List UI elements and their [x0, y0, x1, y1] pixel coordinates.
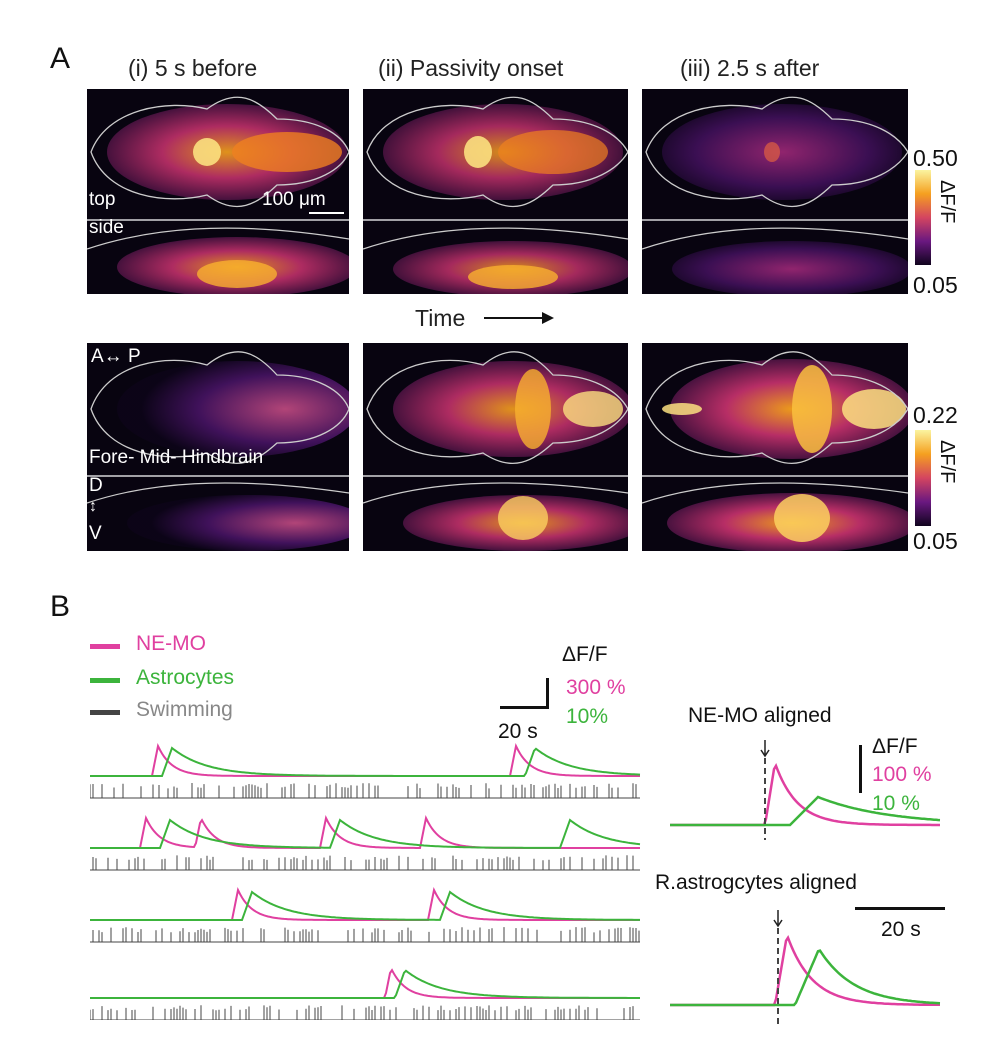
column-title-3: (iii) 2.5 s after	[680, 55, 820, 81]
ventral-label: V	[89, 523, 102, 544]
aligned-scalebar-vertical	[859, 745, 862, 793]
panel-b-label: B	[50, 590, 71, 623]
time-label: Time	[415, 305, 466, 331]
trace-plot-left	[90, 742, 641, 1020]
dv-arrow-icon: ↕	[89, 498, 97, 515]
colorbar2-unit: ΔF/F	[936, 440, 958, 484]
brain-image-top-3	[642, 89, 908, 294]
colorbar1	[915, 170, 931, 265]
ne-mo-trace-4	[90, 968, 640, 999]
colorbar2	[915, 430, 931, 526]
alignment-arrow-1	[760, 740, 770, 758]
scalebar-horizontal	[500, 706, 549, 709]
column-title-1: (i) 5 s before	[128, 55, 258, 81]
alignment-arrow-2	[773, 910, 783, 928]
scalebar-vertical	[546, 678, 549, 708]
aligned-astro-bottom	[670, 949, 941, 1007]
brain-image-bottom-3	[642, 343, 908, 551]
legend-line-astrocytes	[90, 678, 120, 683]
time-arrow	[484, 312, 554, 324]
swim-trace-3	[90, 927, 640, 943]
brain-image-bottom-1: A↔ P Fore- Mid- Hindbrain D ↕ V	[87, 343, 349, 551]
colorbar1-max: 0.50	[913, 145, 958, 171]
astrocyte-trace-4	[90, 969, 640, 999]
swim-trace-4	[90, 1005, 640, 1020]
swim-trace-1	[90, 783, 640, 799]
brain-image-bottom-2	[363, 343, 628, 551]
colorbar1-unit: ΔF/F	[936, 180, 958, 224]
colorbar2-min: 0.05	[913, 528, 958, 554]
scale-bar-label: 100 μm	[262, 189, 326, 210]
aligned-time-scalebar	[855, 907, 945, 910]
ne-mo-trace-3	[90, 886, 640, 921]
scalebar-time: 20 s	[498, 720, 538, 743]
legend-line-ne-mo	[90, 644, 120, 649]
aligned-unit: ΔF/F	[872, 735, 918, 758]
ap-label: A↔ P	[91, 346, 141, 367]
aligned-title-astro: R.astrogcytes aligned	[655, 871, 857, 894]
scalebar-astro-value: 10%	[566, 705, 609, 728]
colorbar2-max: 0.22	[913, 402, 958, 428]
aligned-time-label: 20 s	[881, 918, 921, 941]
legend-label-astrocytes: Astrocytes	[136, 666, 235, 689]
astrocyte-trace-3	[90, 890, 640, 921]
aligned-plot	[670, 740, 941, 1025]
aligned-astro-value: 10 %	[872, 792, 920, 815]
scalebar-unit: ΔF/F	[562, 643, 608, 666]
panel-a-label: A	[50, 42, 71, 75]
colorbar1-min: 0.05	[913, 272, 958, 298]
aligned-astro-top	[670, 795, 941, 827]
brain-image-top-1: top side 100 μm	[87, 89, 349, 294]
side-label: side	[89, 217, 124, 238]
legend-label-swimming: Swimming	[136, 698, 233, 721]
swim-trace-2	[90, 855, 640, 871]
brain-image-top-2	[363, 89, 628, 294]
scalebar-ne-value: 300 %	[566, 676, 626, 699]
regions-label: Fore- Mid- Hindbrain	[89, 447, 264, 468]
scale-bar	[309, 212, 344, 214]
astrocyte-trace-2	[90, 818, 641, 849]
column-title-2: (ii) Passivity onset	[378, 55, 564, 81]
aligned-title-ne: NE-MO aligned	[688, 704, 832, 727]
legend-line-swimming	[90, 710, 120, 715]
astrocyte-trace-1	[90, 746, 641, 777]
dorsal-label: D	[89, 475, 103, 496]
aligned-ne-value: 100 %	[872, 763, 932, 786]
aligned-ne-bottom	[670, 934, 940, 1007]
top-label: top	[89, 189, 116, 210]
legend-label-ne-mo: NE-MO	[136, 632, 206, 655]
